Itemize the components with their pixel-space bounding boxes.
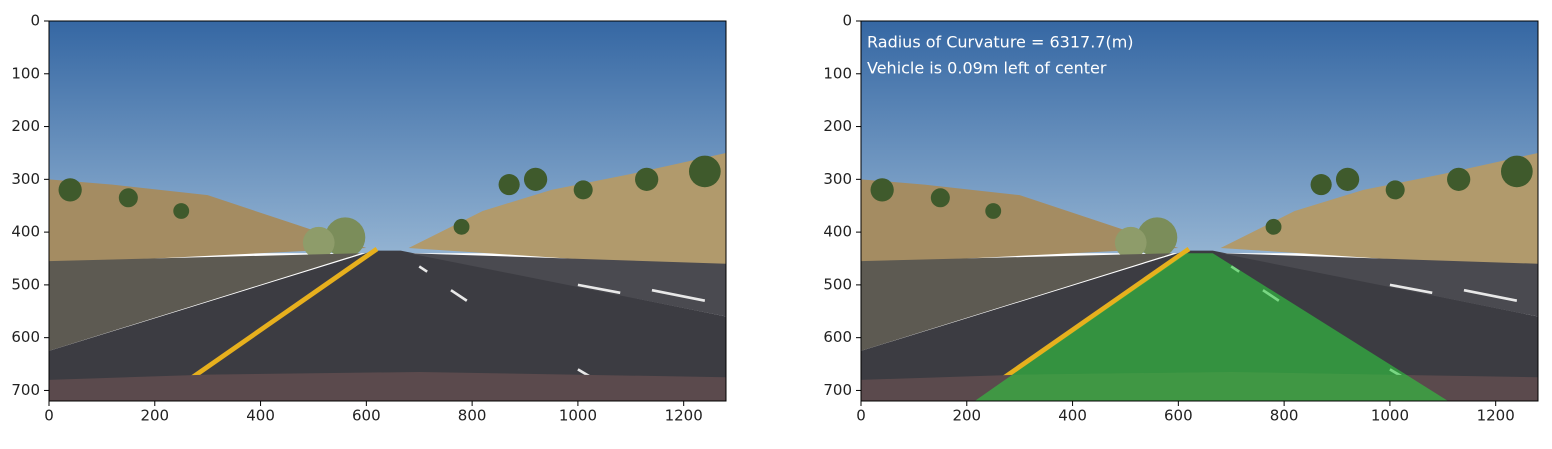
annotation: Vehicle is 0.09m left of center: [867, 59, 1107, 78]
annotation: Radius of Curvature = 6317.7(m): [867, 33, 1134, 52]
x-tick-label: 400: [246, 407, 275, 425]
x-tick-label: 0: [44, 407, 54, 425]
y-tick-label: 600: [11, 328, 40, 346]
road-image: [49, 21, 726, 401]
y-tick-label: 200: [11, 117, 40, 135]
lane-overlay-image: [861, 21, 1538, 401]
axes-frame: [860, 20, 1539, 402]
x-tick-label: 1200: [665, 407, 703, 425]
lane-overlay: [974, 253, 1449, 401]
x-tick-label: 200: [140, 407, 169, 425]
y-tick-label: 300: [11, 170, 40, 188]
y-tick-label: 300: [823, 170, 852, 188]
y-tick-label: 600: [823, 328, 852, 346]
x-tick-label: 600: [352, 407, 381, 425]
y-tick-label: 500: [11, 275, 40, 293]
x-tick-label: 200: [952, 407, 981, 425]
x-tick-label: 1000: [1371, 407, 1409, 425]
y-tick-label: 400: [823, 223, 852, 241]
x-tick-label: 800: [458, 407, 487, 425]
axes-frame: [48, 20, 727, 402]
y-tick-label: 200: [823, 117, 852, 135]
y-tick-label: 0: [30, 12, 40, 30]
x-tick-label: 0: [856, 407, 866, 425]
x-tick-label: 800: [1270, 407, 1299, 425]
y-tick-label: 100: [11, 64, 40, 82]
x-tick-label: 1000: [559, 407, 597, 425]
x-tick-label: 1200: [1477, 407, 1515, 425]
y-tick-label: 0: [842, 12, 852, 30]
x-tick-label: 400: [1058, 407, 1087, 425]
y-tick-label: 500: [823, 275, 852, 293]
y-tick-label: 700: [11, 381, 40, 399]
y-tick-label: 400: [11, 223, 40, 241]
x-tick-label: 600: [1164, 407, 1193, 425]
y-tick-label: 100: [823, 64, 852, 82]
y-tick-label: 700: [823, 381, 852, 399]
